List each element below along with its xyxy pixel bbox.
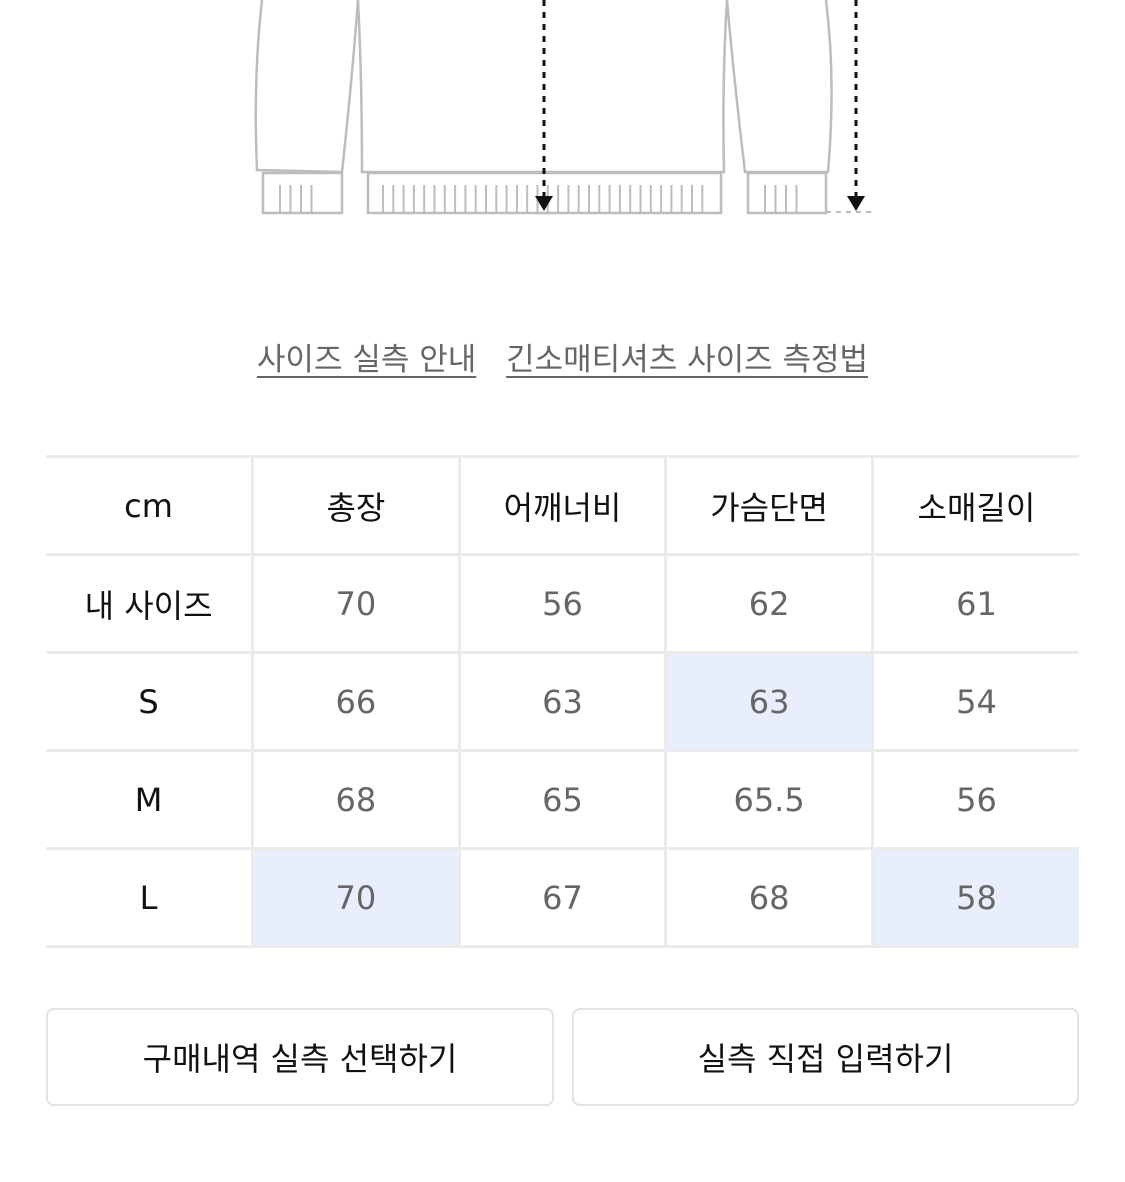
- size-value-cell: 63: [457, 651, 668, 752]
- table-header-row: cm 총장 어깨너비 가슴단면 소매길이: [46, 455, 1079, 556]
- size-measurement-guide-link[interactable]: 사이즈 실측 안내: [256, 342, 477, 378]
- size-value-cell: 67: [457, 847, 668, 948]
- size-value-cell: 56: [457, 553, 668, 654]
- table-row: S 66 63 63 54: [46, 651, 1079, 752]
- size-value-cell: 65.5: [664, 749, 874, 850]
- size-value-cell: 70: [251, 847, 461, 948]
- size-label: 내 사이즈: [46, 553, 255, 654]
- size-value-cell: 68: [664, 847, 874, 948]
- size-table: cm 총장 어깨너비 가슴단면 소매길이 내 사이즈 70 56 62 61 S 66 63 6…: [46, 455, 1079, 948]
- arrow-down-icon: [535, 196, 553, 211]
- table-row: M 68 65 65.5 56: [46, 749, 1079, 850]
- table-row: 내 사이즈 70 56 62 61: [46, 553, 1079, 654]
- manual-input-button[interactable]: 실측 직접 입력하기: [572, 1008, 1079, 1106]
- column-header: 어깨너비: [457, 455, 668, 556]
- size-value-cell: 56: [870, 749, 1079, 850]
- long-sleeve-measure-method-link[interactable]: 긴소매티셔츠 사이즈 측정법: [506, 342, 869, 378]
- unit-header: cm: [46, 455, 255, 556]
- size-value-cell: 62: [664, 553, 874, 654]
- column-header: 가슴단면: [664, 455, 874, 556]
- size-value-cell: 68: [251, 749, 461, 850]
- size-label: M: [46, 749, 255, 850]
- size-value-cell: 70: [251, 553, 461, 654]
- size-value-cell: 61: [870, 553, 1079, 654]
- select-purchase-history-button[interactable]: 구매내역 실측 선택하기: [46, 1008, 554, 1106]
- sweatshirt-measurement-illustration: [254, 0, 876, 215]
- size-label: S: [46, 651, 255, 752]
- table-row: L 70 67 68 58: [46, 847, 1079, 948]
- size-value-cell: 58: [870, 847, 1079, 948]
- size-value-cell: 66: [251, 651, 461, 752]
- size-value-cell: 54: [870, 651, 1079, 752]
- size-value-cell: 63: [664, 651, 874, 752]
- size-guide-links: 사이즈 실측 안내 긴소매티셔츠 사이즈 측정법: [0, 334, 1125, 379]
- column-header: 소매길이: [870, 455, 1079, 556]
- column-header: 총장: [251, 455, 461, 556]
- size-label: L: [46, 847, 255, 948]
- arrow-down-icon: [847, 196, 865, 211]
- size-value-cell: 65: [457, 749, 668, 850]
